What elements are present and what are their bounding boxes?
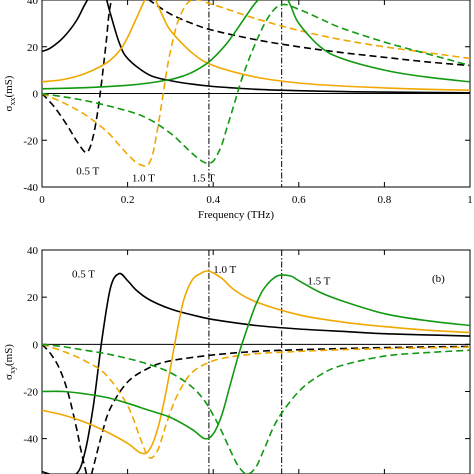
panel-b-sigma-xy: 40 20 0 -20 -40 σxy(mS) 0.5 T 1.0 T 1.5 T (b) (3, 245, 471, 474)
y-axis-label-subscript: xy (8, 366, 17, 374)
y-tick-label: 20 (27, 42, 39, 54)
y-tick-label: 0 (33, 339, 39, 351)
y-tick-label: 0 (33, 89, 39, 101)
y-axis-label-subscript: xx (8, 98, 17, 106)
series-line-10T-solid (42, 0, 470, 91)
y-tick-label: -40 (23, 182, 38, 194)
y-axis-label: σxy(mS) (3, 344, 17, 380)
y-axis-label-unit: (mS) (3, 344, 15, 366)
y-tick-label: -20 (23, 135, 38, 147)
series-line-15T-dashed (42, 3, 470, 165)
series-annotation: 1.5 T (307, 276, 330, 288)
y-tick-label: 40 (27, 0, 39, 7)
series-annotation: 1.0 T (213, 264, 236, 276)
series-line-10T-dashed (42, 0, 470, 167)
x-tick-label: 0.6 (292, 194, 306, 206)
x-axis-label: Frequency (THz) (198, 209, 274, 221)
plot-frame (41, 249, 471, 474)
y-tick-label: 20 (27, 292, 39, 304)
x-tick-label: 1 (467, 194, 473, 206)
series-line-15T-solid (42, 274, 470, 440)
y-tick-label: -20 (23, 386, 38, 398)
panel-label: (b) (432, 273, 445, 285)
series-line-05T-dashed (42, 0, 470, 154)
series-line-15T-solid (42, 0, 470, 90)
series-line-15T-dashed (42, 343, 470, 474)
series-annotation: 1.0 T (132, 173, 155, 185)
series-group (42, 270, 470, 474)
series-group (42, 0, 470, 167)
y-axis-label-symbol: σ (3, 374, 15, 380)
series-line-05T-solid (42, 0, 470, 94)
series-line-05T-solid (42, 272, 470, 474)
series-line-10T-dashed (42, 343, 470, 459)
series-line-10T-solid (42, 270, 470, 455)
x-tick-label: 0 (39, 194, 45, 206)
y-axis-label-unit: (mS) (3, 75, 15, 97)
series-annotation: 1.5 T (192, 173, 215, 185)
series-annotation: 0.5 T (72, 269, 95, 281)
series-line-05T-dashed (42, 343, 470, 474)
series-annotation: 0.5 T (76, 166, 99, 178)
y-axis-label-symbol: σ (3, 105, 15, 111)
x-tick-label: 0.2 (121, 194, 135, 206)
x-tick-label: 0.8 (378, 194, 392, 206)
x-tick-label: 0.4 (206, 194, 220, 206)
y-tick-label: -40 (23, 434, 38, 446)
y-tick-label: 40 (27, 245, 39, 257)
y-axis-label: σxx(mS) (3, 75, 17, 111)
